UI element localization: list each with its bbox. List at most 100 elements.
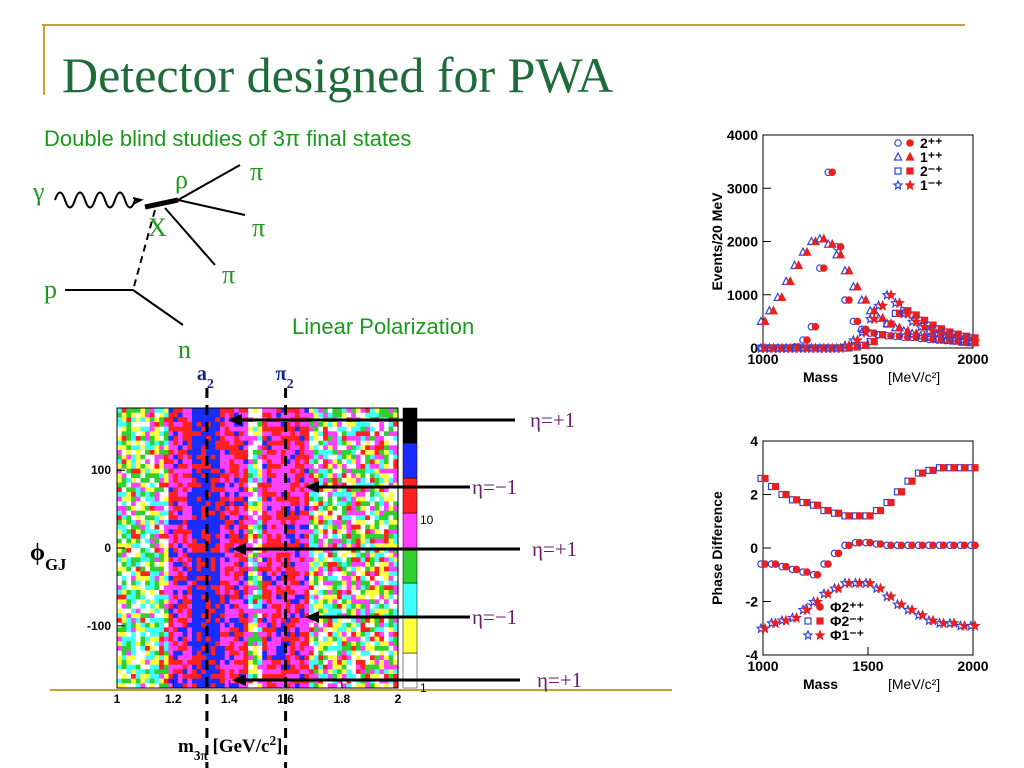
heatmap-cell [327, 641, 333, 647]
heatmap-cell [224, 436, 230, 442]
heatmap-cell [135, 613, 141, 619]
heatmap-cell [205, 473, 212, 479]
heatmap-cell [309, 473, 315, 479]
heatmap-cell [393, 478, 399, 484]
heatmap-cell [243, 431, 249, 437]
heatmap-cell [341, 487, 347, 493]
heatmap-cell [229, 664, 235, 670]
heatmap-cell [313, 426, 319, 432]
heatmap-cell [257, 487, 263, 493]
heatmap-cell [280, 459, 286, 465]
heatmap-cell [252, 590, 258, 596]
data-point [804, 617, 812, 625]
heatmap-cell [383, 632, 390, 638]
heatmap-cell [383, 552, 390, 558]
heatmap-cell [196, 576, 202, 582]
heatmap-cell [369, 632, 375, 638]
heatmap-cell [271, 548, 277, 554]
heatmap-cell [318, 636, 324, 642]
data-point [876, 540, 885, 548]
heatmap-cell [149, 534, 155, 540]
heatmap-cell [313, 529, 319, 535]
heatmap-cell [299, 580, 305, 586]
heatmap-cell [182, 538, 188, 544]
heatmap-cell [304, 426, 310, 432]
heatmap-cell [379, 571, 385, 577]
heatmap-cell [337, 548, 343, 554]
heatmap-cell [196, 422, 202, 428]
heatmap-cell [145, 538, 151, 544]
heatmap-cell [215, 408, 221, 414]
heatmap-cell [238, 632, 244, 638]
heatmap-cell [140, 632, 146, 638]
heatmap-cell [266, 566, 272, 572]
heatmap-cell [323, 524, 329, 530]
heatmap-cell [159, 412, 165, 418]
heatmap-cell [248, 664, 254, 670]
heatmap-cell [374, 674, 380, 680]
heatmap-cell [346, 627, 352, 633]
heatmap-cell [388, 594, 394, 600]
heatmap-cell [304, 431, 310, 437]
heatmap-cell [163, 660, 169, 666]
heatmap-cell [159, 557, 165, 563]
heatmap-cell [294, 422, 301, 428]
heatmap-cell [135, 576, 141, 582]
heatmap-cell [365, 524, 371, 530]
heatmap-cell [149, 627, 155, 633]
heatmap-cell [205, 627, 212, 633]
heatmap-cell [304, 636, 310, 642]
heatmap-cell [318, 566, 324, 572]
heatmap-cell [196, 664, 202, 670]
heatmap-cell [243, 408, 249, 414]
heatmap-cell [163, 683, 169, 689]
heatmap-cell [196, 454, 202, 460]
heatmap-cell [191, 454, 198, 460]
heatmap-cell [154, 450, 160, 456]
heatmap-cell [346, 436, 352, 442]
heatmap-cell [168, 524, 174, 530]
heatmap-cell [173, 431, 179, 437]
heatmap-cell [318, 422, 324, 428]
data-point [910, 315, 922, 327]
heatmap-cell [294, 412, 301, 418]
heatmap-cell [355, 674, 361, 680]
heatmap-cell [126, 683, 132, 689]
heatmap-cell [135, 538, 141, 544]
heatmap-cell [140, 627, 146, 633]
heatmap-cell [280, 576, 286, 582]
heatmap-cell [271, 506, 277, 512]
heatmap-cell [243, 655, 249, 661]
heatmap-cell [379, 412, 385, 418]
heatmap-cell [182, 426, 188, 432]
heatmap-cell [271, 520, 277, 526]
heatmap-cell [126, 585, 132, 591]
heatmap-cell [365, 548, 371, 554]
heatmap-cell [163, 459, 169, 465]
heatmap-cell [196, 445, 202, 451]
heatmap-cell [290, 520, 296, 526]
heatmap-cell [135, 459, 141, 465]
heatmap-cell [215, 459, 221, 465]
heatmap-cell [346, 426, 352, 432]
heatmap-cell [360, 627, 366, 633]
heatmap-cell [126, 655, 132, 661]
heatmap-cell [135, 585, 141, 591]
heatmap-cell [196, 412, 202, 418]
heatmap-cell [140, 618, 146, 624]
heatmap-cell [318, 683, 324, 689]
heatmap-cell [346, 506, 352, 512]
heatmap-cell [304, 436, 310, 442]
heatmap-cell [351, 529, 357, 535]
heatmap-cell [224, 538, 230, 544]
heatmap-cell [299, 552, 305, 558]
heatmap-cell [140, 487, 146, 493]
heatmap-cell [154, 594, 160, 600]
heatmap-cell [238, 604, 244, 610]
heatmap-cell [121, 408, 127, 414]
heatmap-cell [177, 422, 183, 428]
heatmap-cell [215, 566, 221, 572]
heatmap-cell [280, 501, 286, 507]
heatmap-cell [355, 627, 361, 633]
heatmap-cell [238, 492, 244, 498]
